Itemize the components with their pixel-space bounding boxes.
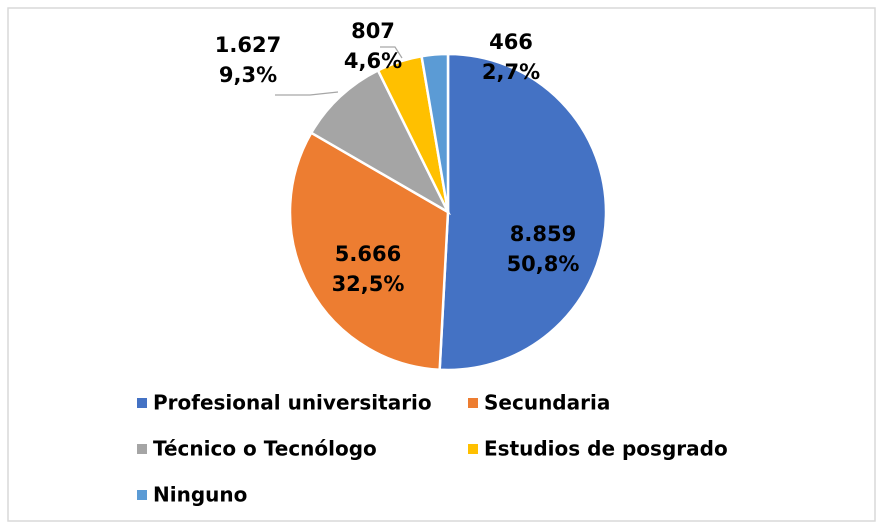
pie-slice [420,52,450,213]
data-label-value: 5.666 [335,242,401,266]
legend-swatch [137,398,147,408]
data-label-value: 8.859 [510,222,576,246]
data-label-percent: 32,5% [332,272,405,296]
data-label-value: 1.627 [215,33,281,57]
data-label-percent: 2,7% [482,60,540,84]
pie-slice [288,131,450,372]
data-label-percent: 4,6% [344,49,402,73]
legend-label: Estudios de posgrado [484,437,728,461]
data-label-percent: 9,3% [219,63,277,87]
data-label-percent: 50,8% [507,252,580,276]
data-label-value: 807 [351,19,395,43]
legend-swatch [137,444,147,454]
legend-label: Técnico o Tecnólogo [153,437,377,461]
leader-line [275,91,339,96]
pie-slice [438,52,608,372]
legend-swatch [468,444,478,454]
legend-swatch [468,398,478,408]
legend-label: Secundaria [484,391,610,415]
data-label-value: 466 [489,30,533,54]
legend-swatch [137,490,147,500]
legend-label: Ninguno [153,483,247,507]
leader-line [380,46,403,59]
pie-slice [309,68,451,216]
legend-label: Profesional universitario [153,391,432,415]
